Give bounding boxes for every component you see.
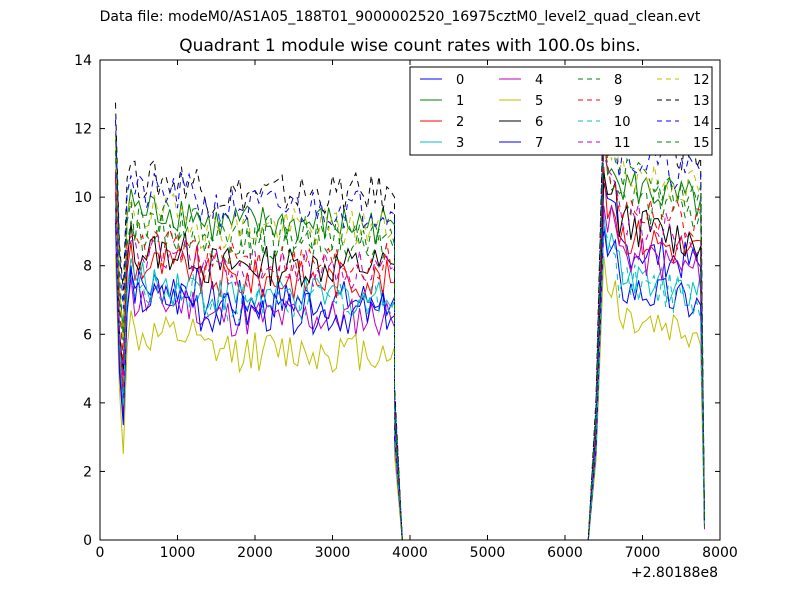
legend-entry-14: 14	[693, 115, 710, 130]
y-tick-label: 10	[74, 190, 92, 206]
legend-entry-15: 15	[693, 136, 710, 151]
series-line-10	[116, 202, 705, 540]
series-line-0	[116, 183, 705, 540]
y-tick-label: 2	[83, 464, 92, 480]
y-tick-label: 14	[74, 53, 92, 69]
legend-entry-8: 8	[614, 73, 622, 88]
series-line-3	[116, 213, 705, 540]
x-tick-label: 3000	[315, 545, 351, 561]
y-tick-label: 12	[74, 122, 92, 138]
legend-entry-0: 0	[456, 73, 464, 88]
x-tick-label: 7000	[625, 545, 661, 561]
legend-entry-3: 3	[456, 136, 464, 151]
series-line-4	[116, 205, 705, 540]
x-tick-label: 8000	[702, 545, 738, 561]
x-tick-label: 0	[96, 545, 105, 561]
legend-entry-12: 12	[693, 73, 710, 88]
y-tick-label: 0	[83, 533, 92, 549]
x-offset-label: +2.80188e8	[631, 565, 718, 581]
legend-entry-7: 7	[535, 136, 543, 151]
chart-title: Quadrant 1 module wise count rates with …	[100, 36, 720, 56]
legend-entry-2: 2	[456, 115, 464, 130]
y-tick-label: 6	[83, 327, 92, 343]
legend-entry-11: 11	[614, 136, 631, 151]
legend-entry-4: 4	[535, 73, 543, 88]
figure-suptitle: Data file: modeM0/AS1A05_188T01_90000025…	[0, 9, 800, 25]
series-line-5	[116, 254, 705, 540]
series-line-2	[116, 167, 705, 540]
legend-entry-6: 6	[535, 115, 543, 130]
x-tick-label: 2000	[237, 545, 273, 561]
legend-entry-13: 13	[693, 94, 710, 109]
legend-entry-10: 10	[614, 115, 631, 130]
legend-entry-5: 5	[535, 94, 543, 109]
x-tick-label: 5000	[470, 545, 506, 561]
x-tick-label: 4000	[392, 545, 428, 561]
y-tick-label: 4	[83, 396, 92, 412]
x-tick-label: 6000	[547, 545, 583, 561]
series-lines	[116, 89, 705, 540]
legend-entry-9: 9	[614, 94, 622, 109]
series-line-13	[116, 89, 705, 540]
x-tick-label: 1000	[160, 545, 196, 561]
y-tick-label: 8	[83, 259, 92, 275]
legend-entry-1: 1	[456, 94, 464, 109]
